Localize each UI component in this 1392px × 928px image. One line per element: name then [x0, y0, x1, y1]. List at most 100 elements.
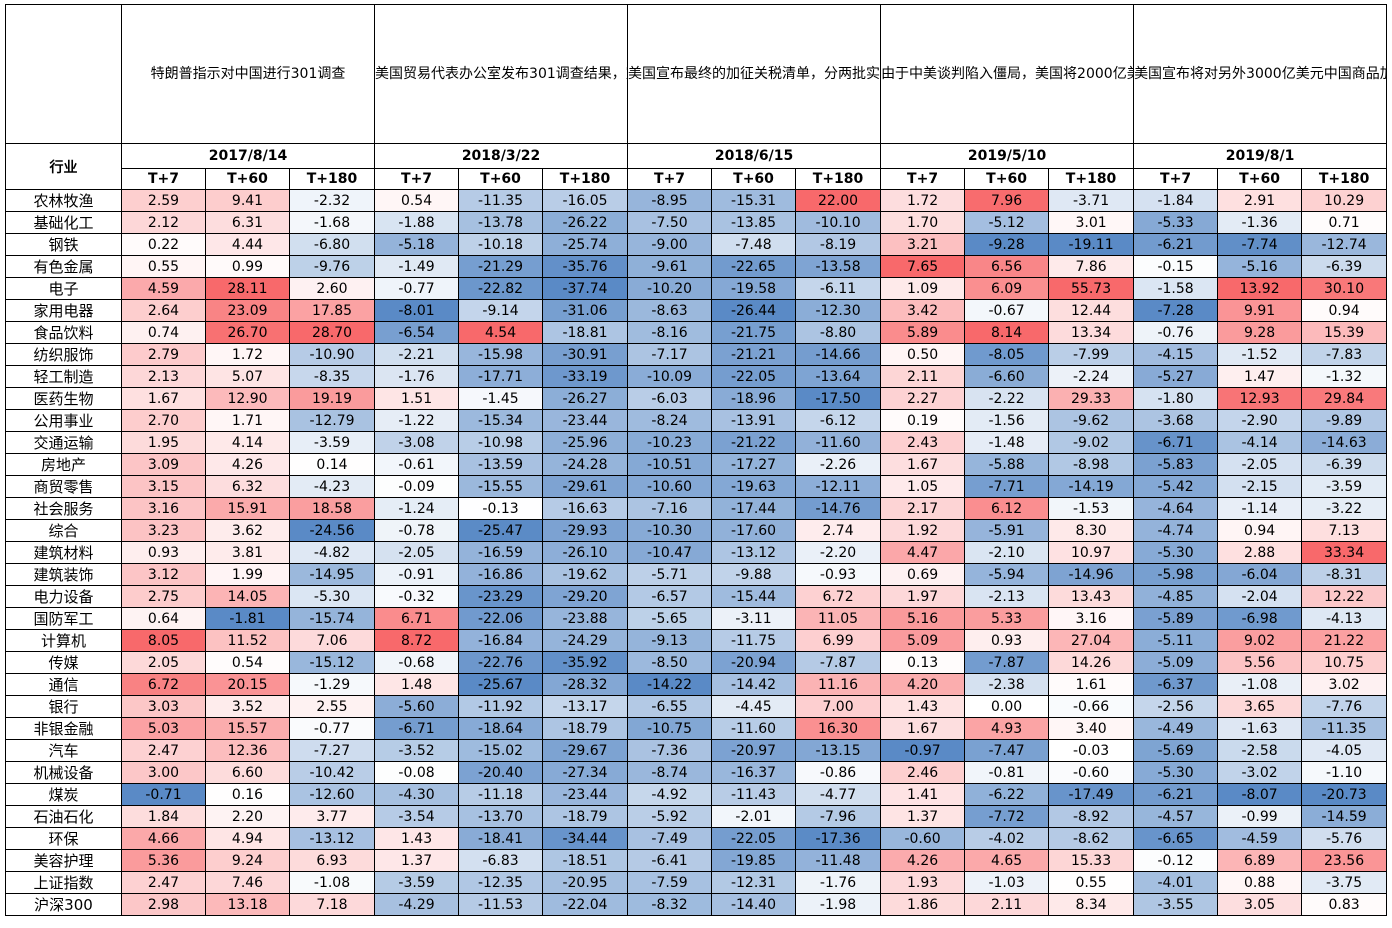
- return-cell: -25.96: [542, 431, 629, 454]
- return-cell: -14.40: [711, 893, 797, 916]
- industry-name: 医药生物: [5, 387, 122, 410]
- return-cell: -0.97: [880, 739, 966, 762]
- return-cell: 6.31: [205, 211, 290, 234]
- event-date: 2018/3/22: [374, 143, 629, 169]
- return-cell: -18.51: [542, 849, 629, 872]
- return-cell: -35.76: [542, 255, 629, 278]
- table-row: 银行 3.03 3.52 2.55 -5.60 -11.92 -13.17 -6.55 -4.4…: [5, 695, 1388, 718]
- return-cell: 21.22: [1301, 629, 1388, 652]
- return-cell: -15.02: [458, 739, 544, 762]
- return-cell: -3.08: [374, 431, 460, 454]
- return-cell: -9.62: [1048, 409, 1135, 432]
- return-cell: -14.95: [288, 563, 376, 586]
- return-cell: -1.81: [205, 607, 290, 630]
- return-cell: 33.34: [1301, 541, 1388, 564]
- return-cell: -14.59: [1301, 805, 1388, 828]
- return-cell: -16.63: [542, 497, 629, 520]
- return-cell: 4.20: [880, 673, 966, 696]
- return-cell: 3.81: [205, 541, 290, 564]
- return-cell: -9.61: [627, 255, 713, 278]
- table-row: 非银金融 5.03 15.57 -0.77 -6.71 -18.64 -18.79 -10.7…: [5, 717, 1388, 740]
- return-cell: -6.55: [627, 695, 713, 718]
- return-cell: -7.16: [627, 497, 713, 520]
- return-cell: -22.82: [458, 277, 544, 300]
- table-row: 农林牧渔 2.59 9.41 -2.32 0.54 -11.35 -16.05 -8.95 -1…: [5, 189, 1388, 212]
- return-cell: -21.22: [711, 431, 797, 454]
- return-cell: 2.75: [121, 585, 206, 608]
- return-cell: -6.39: [1301, 255, 1388, 278]
- return-cell: -7.87: [964, 651, 1050, 674]
- event-description: 由于中美谈判陷入僵局，美国将2000亿美元中国商品的关税从10%上调至25%: [880, 4, 1135, 144]
- return-cell: -17.49: [1048, 783, 1135, 806]
- return-cell: -7.76: [1301, 695, 1388, 718]
- return-cell: -7.74: [1217, 233, 1303, 256]
- industry-name: 综合: [5, 519, 122, 542]
- period-header: T+7: [1133, 168, 1219, 190]
- return-cell: -14.96: [1048, 563, 1135, 586]
- return-cell: 1.93: [880, 871, 966, 894]
- return-cell: -11.48: [795, 849, 882, 872]
- return-cell: 13.43: [1048, 585, 1135, 608]
- return-cell: 3.16: [121, 497, 206, 520]
- return-cell: 22.00: [795, 189, 882, 212]
- return-cell: -2.10: [964, 541, 1050, 564]
- return-cell: -5.27: [1133, 365, 1219, 388]
- return-cell: -13.12: [288, 827, 376, 850]
- return-cell: -14.19: [1048, 475, 1135, 498]
- return-cell: 5.16: [880, 607, 966, 630]
- return-cell: 8.34: [1048, 893, 1135, 916]
- return-cell: -3.59: [374, 871, 460, 894]
- corner-cell: [5, 4, 122, 144]
- industry-name: 汽车: [5, 739, 122, 762]
- return-cell: 2.74: [795, 519, 882, 542]
- return-cell: 1.86: [880, 893, 966, 916]
- return-cell: -1.76: [795, 871, 882, 894]
- return-cell: -6.21: [1133, 783, 1219, 806]
- return-cell: 3.23: [121, 519, 206, 542]
- return-cell: -15.34: [458, 409, 544, 432]
- return-cell: 6.09: [964, 277, 1050, 300]
- return-cell: 29.33: [1048, 387, 1135, 410]
- table-row: 电子 4.59 28.11 2.60 -0.77 -22.82 -37.74 -10.20 -1…: [5, 277, 1388, 300]
- table-row: 通信 6.72 20.15 -1.29 1.48 -25.67 -28.32 -14.22 -1…: [5, 673, 1388, 696]
- return-cell: 0.64: [121, 607, 206, 630]
- return-cell: 1.51: [374, 387, 460, 410]
- return-cell: -2.90: [1217, 409, 1303, 432]
- return-cell: -0.76: [1133, 321, 1219, 344]
- return-cell: -13.64: [795, 365, 882, 388]
- return-cell: 4.26: [880, 849, 966, 872]
- return-cell: -14.22: [627, 673, 713, 696]
- return-cell: -13.70: [458, 805, 544, 828]
- return-cell: -3.02: [1217, 761, 1303, 784]
- return-cell: -0.09: [374, 475, 460, 498]
- return-cell: 12.90: [205, 387, 290, 410]
- return-cell: 0.71: [1301, 211, 1388, 234]
- return-cell: 23.56: [1301, 849, 1388, 872]
- return-cell: -5.30: [1133, 541, 1219, 564]
- return-cell: 0.99: [205, 255, 290, 278]
- return-cell: -15.98: [458, 343, 544, 366]
- return-cell: 0.94: [1301, 299, 1388, 322]
- return-cell: -8.95: [627, 189, 713, 212]
- return-cell: -4.49: [1133, 717, 1219, 740]
- return-cell: -7.59: [627, 871, 713, 894]
- table-row: 房地产 3.09 4.26 0.14 -0.61 -13.59 -24.28 -10.51 -1…: [5, 453, 1388, 476]
- return-cell: -7.87: [795, 651, 882, 674]
- return-cell: -0.12: [1133, 849, 1219, 872]
- industry-header: 行业: [5, 143, 122, 190]
- return-cell: 1.05: [880, 475, 966, 498]
- return-cell: 2.70: [121, 409, 206, 432]
- return-cell: 19.19: [288, 387, 376, 410]
- return-cell: -6.39: [1301, 453, 1388, 476]
- return-cell: 0.69: [880, 563, 966, 586]
- table-row: 社会服务 3.16 15.91 18.58 -1.24 -0.13 -16.63 -7.16-…: [5, 497, 1388, 520]
- return-cell: -6.11: [795, 277, 882, 300]
- return-cell: -7.36: [627, 739, 713, 762]
- return-cell: -5.83: [1133, 453, 1219, 476]
- return-cell: 1.95: [121, 431, 206, 454]
- return-cell: -1.53: [1048, 497, 1135, 520]
- return-cell: 5.89: [880, 321, 966, 344]
- return-cell: 2.46: [880, 761, 966, 784]
- return-cell: 0.22: [121, 233, 206, 256]
- return-cell: -4.15: [1133, 343, 1219, 366]
